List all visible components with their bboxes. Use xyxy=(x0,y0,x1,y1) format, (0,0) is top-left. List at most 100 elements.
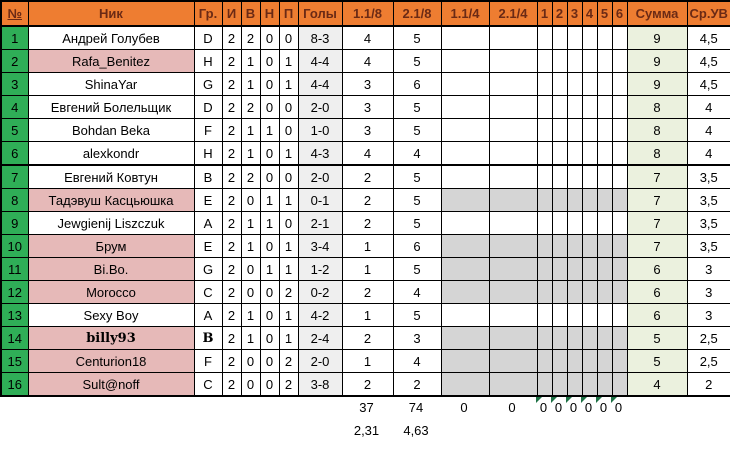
final-1-cell[interactable] xyxy=(536,188,553,212)
final-6-cell[interactable] xyxy=(611,95,628,119)
average-uv-2-1-8[interactable]: 4,63 xyxy=(392,418,440,443)
final-3-cell[interactable] xyxy=(566,95,583,119)
final-1-cell[interactable] xyxy=(536,25,553,50)
col-header-draws[interactable]: Н xyxy=(259,0,280,27)
final-6-cell[interactable] xyxy=(611,141,628,166)
final-4-cell[interactable] xyxy=(581,372,598,397)
final-1-cell[interactable] xyxy=(536,280,553,304)
games-cell[interactable]: 2 xyxy=(221,280,242,304)
final-2-cell[interactable] xyxy=(551,372,568,397)
uv-1-1-8-cell[interactable]: 2 xyxy=(341,211,394,235)
final-5-cell[interactable] xyxy=(596,257,613,281)
final-2-cell[interactable] xyxy=(551,164,568,189)
goals-cell[interactable]: 4-3 xyxy=(297,141,343,166)
num-cell[interactable]: 8 xyxy=(0,188,29,212)
average-final-4[interactable] xyxy=(581,418,596,443)
col-header-final-1[interactable]: 1 xyxy=(536,0,553,27)
uv-2-1-8-cell[interactable]: 6 xyxy=(392,234,442,258)
uv-2-1-8-cell[interactable]: 5 xyxy=(392,257,442,281)
avg-cell[interactable]: 4 xyxy=(686,141,730,166)
total-uv-1-1-4[interactable]: 0 xyxy=(440,397,488,418)
draws-cell[interactable]: 0 xyxy=(259,164,280,189)
final-3-cell[interactable] xyxy=(566,326,583,350)
final-3-cell[interactable] xyxy=(566,72,583,96)
final-5-cell[interactable] xyxy=(596,118,613,142)
num-cell[interactable]: 12 xyxy=(0,280,29,304)
total-num[interactable] xyxy=(0,397,27,418)
col-header-uv-1-1-4[interactable]: 1.1/4 xyxy=(440,0,490,27)
nick-cell[interactable]: Rafa_Benitez xyxy=(27,49,195,73)
group-cell[interactable]: D xyxy=(193,25,223,50)
group-cell[interactable]: H xyxy=(193,49,223,73)
goals-cell[interactable]: 2-4 xyxy=(297,326,343,350)
final-6-cell[interactable] xyxy=(611,118,628,142)
uv-2-1-8-cell[interactable]: 5 xyxy=(392,211,442,235)
final-4-cell[interactable] xyxy=(581,303,598,327)
final-1-cell[interactable] xyxy=(536,349,553,373)
losses-cell[interactable]: 1 xyxy=(278,257,299,281)
final-5-cell[interactable] xyxy=(596,164,613,189)
games-cell[interactable]: 2 xyxy=(221,234,242,258)
uv-2-1-8-cell[interactable]: 5 xyxy=(392,188,442,212)
final-4-cell[interactable] xyxy=(581,234,598,258)
sum-cell[interactable]: 5 xyxy=(626,349,688,373)
games-cell[interactable]: 2 xyxy=(221,349,242,373)
nick-cell[interactable]: Morocco xyxy=(27,280,195,304)
draws-cell[interactable]: 0 xyxy=(259,349,280,373)
final-6-cell[interactable] xyxy=(611,234,628,258)
goals-cell[interactable]: 8-3 xyxy=(297,25,343,50)
sum-cell[interactable]: 8 xyxy=(626,141,688,166)
final-4-cell[interactable] xyxy=(581,164,598,189)
sum-cell[interactable]: 6 xyxy=(626,303,688,327)
uv-1-1-4-cell[interactable] xyxy=(440,280,490,304)
uv-1-1-4-cell[interactable] xyxy=(440,118,490,142)
uv-2-1-8-cell[interactable]: 4 xyxy=(392,280,442,304)
col-header-sum[interactable]: Сумма xyxy=(626,0,688,27)
average-nick[interactable] xyxy=(27,418,193,443)
goals-cell[interactable]: 4-4 xyxy=(297,49,343,73)
nick-cell[interactable]: Bohdan Beka xyxy=(27,118,195,142)
losses-cell[interactable]: 2 xyxy=(278,349,299,373)
goals-cell[interactable]: 2-1 xyxy=(297,211,343,235)
num-cell[interactable]: 15 xyxy=(0,349,29,373)
average-final-1[interactable] xyxy=(536,418,551,443)
draws-cell[interactable]: 0 xyxy=(259,141,280,166)
avg-cell[interactable]: 2 xyxy=(686,372,730,397)
final-6-cell[interactable] xyxy=(611,349,628,373)
total-final-3[interactable]: 0 xyxy=(566,397,581,418)
final-5-cell[interactable] xyxy=(596,326,613,350)
sum-cell[interactable]: 9 xyxy=(626,25,688,50)
uv-1-1-4-cell[interactable] xyxy=(440,49,490,73)
games-cell[interactable]: 2 xyxy=(221,95,242,119)
draws-cell[interactable]: 1 xyxy=(259,257,280,281)
losses-cell[interactable]: 1 xyxy=(278,326,299,350)
group-cell[interactable]: B xyxy=(193,164,223,189)
draws-cell[interactable]: 1 xyxy=(259,188,280,212)
total-final-6[interactable]: 0 xyxy=(611,397,626,418)
avg-cell[interactable]: 3,5 xyxy=(686,164,730,189)
num-cell[interactable]: 16 xyxy=(0,372,29,397)
goals-cell[interactable]: 2-0 xyxy=(297,349,343,373)
sum-cell[interactable]: 7 xyxy=(626,234,688,258)
final-3-cell[interactable] xyxy=(566,372,583,397)
uv-2-1-8-cell[interactable]: 3 xyxy=(392,326,442,350)
final-3-cell[interactable] xyxy=(566,25,583,50)
final-6-cell[interactable] xyxy=(611,49,628,73)
final-1-cell[interactable] xyxy=(536,164,553,189)
average-draws[interactable] xyxy=(259,418,278,443)
final-1-cell[interactable] xyxy=(536,326,553,350)
col-header-wins[interactable]: В xyxy=(240,0,261,27)
sum-cell[interactable]: 9 xyxy=(626,72,688,96)
uv-1-1-4-cell[interactable] xyxy=(440,303,490,327)
losses-cell[interactable]: 1 xyxy=(278,141,299,166)
uv-1-1-4-cell[interactable] xyxy=(440,72,490,96)
total-uv-2-1-4[interactable]: 0 xyxy=(488,397,536,418)
final-1-cell[interactable] xyxy=(536,257,553,281)
avg-cell[interactable]: 4 xyxy=(686,95,730,119)
uv-1-1-8-cell[interactable]: 1 xyxy=(341,303,394,327)
final-3-cell[interactable] xyxy=(566,164,583,189)
col-header-final-2[interactable]: 2 xyxy=(551,0,568,27)
total-nick[interactable] xyxy=(27,397,193,418)
wins-cell[interactable]: 0 xyxy=(240,257,261,281)
draws-cell[interactable]: 0 xyxy=(259,72,280,96)
